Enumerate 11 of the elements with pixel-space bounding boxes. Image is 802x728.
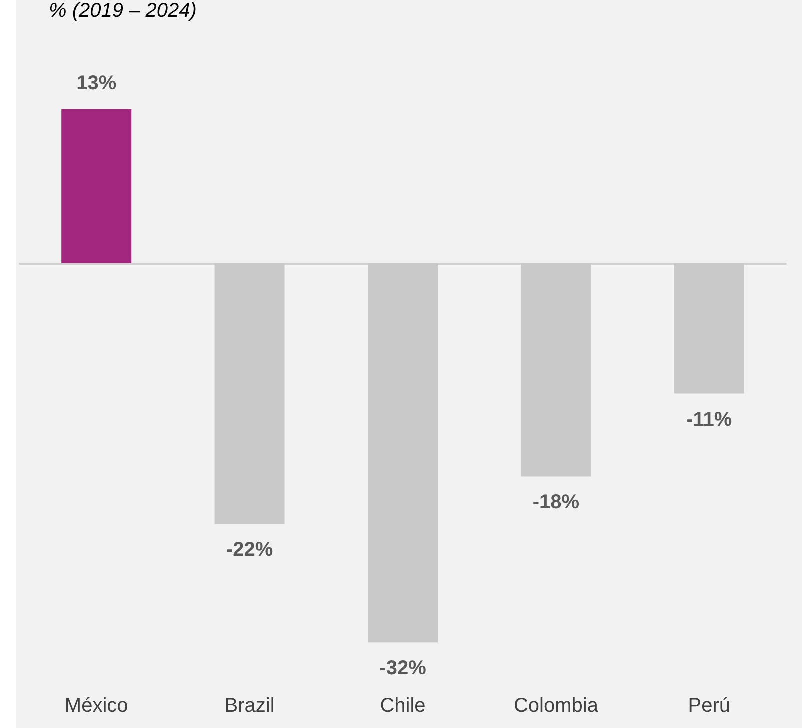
data-label: -18% [532, 492, 580, 514]
data-label: -32% [380, 658, 427, 680]
x-tick-label: Colombia [514, 695, 600, 717]
data-label: -22% [226, 539, 274, 562]
data-label: 13% [76, 72, 117, 94]
chart-title: % (2019 – 2024) [49, 0, 197, 22]
x-tick-label: Chile [380, 695, 426, 717]
x-tick-label: Perú [688, 695, 731, 717]
data-label: -11% [686, 408, 732, 431]
x-tick-label: México [64, 695, 128, 717]
x-tick-label: Brazil [224, 695, 275, 717]
